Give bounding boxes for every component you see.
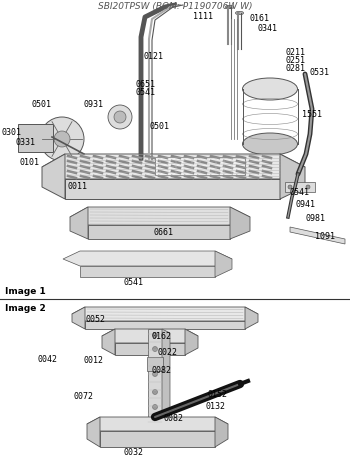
Text: 0211: 0211: [286, 48, 306, 57]
Text: 0082: 0082: [163, 413, 183, 422]
Text: 0012: 0012: [84, 355, 104, 364]
Polygon shape: [80, 266, 215, 277]
Polygon shape: [102, 329, 115, 355]
Text: 0022: 0022: [157, 347, 177, 356]
FancyBboxPatch shape: [18, 125, 53, 153]
Polygon shape: [42, 155, 65, 200]
Ellipse shape: [238, 13, 244, 15]
Text: 0981: 0981: [305, 213, 325, 223]
Circle shape: [114, 112, 126, 124]
Polygon shape: [63, 251, 232, 266]
Text: 0541: 0541: [289, 188, 309, 197]
Polygon shape: [215, 251, 232, 277]
Text: 0052: 0052: [85, 314, 105, 323]
Polygon shape: [100, 431, 215, 447]
Polygon shape: [185, 329, 198, 355]
Text: 0162: 0162: [152, 332, 172, 340]
Circle shape: [40, 118, 84, 162]
Text: 0011: 0011: [67, 181, 87, 191]
Text: 0301: 0301: [2, 128, 22, 137]
Circle shape: [306, 186, 310, 189]
Text: 1551: 1551: [302, 110, 322, 119]
Text: 0132: 0132: [205, 401, 225, 410]
FancyBboxPatch shape: [285, 182, 315, 193]
Text: 0161: 0161: [249, 14, 269, 23]
Text: 0251: 0251: [286, 56, 306, 65]
Text: 1091: 1091: [315, 232, 335, 240]
Polygon shape: [42, 155, 305, 180]
Text: SBI20TPSW (BOM: P1190706W W): SBI20TPSW (BOM: P1190706W W): [98, 2, 252, 11]
Text: 0281: 0281: [286, 64, 306, 73]
Polygon shape: [102, 329, 198, 343]
Ellipse shape: [236, 13, 240, 15]
Text: 0152: 0152: [208, 389, 228, 398]
Text: 0331: 0331: [16, 138, 36, 147]
Text: 0931: 0931: [84, 100, 104, 109]
Polygon shape: [148, 329, 162, 424]
Text: 0032: 0032: [124, 447, 144, 456]
Polygon shape: [87, 417, 100, 447]
Text: 0941: 0941: [295, 200, 315, 208]
Text: 0531: 0531: [309, 68, 329, 77]
Circle shape: [54, 131, 70, 148]
Polygon shape: [290, 227, 345, 244]
Text: 1111: 1111: [193, 12, 213, 21]
Text: 0541: 0541: [124, 277, 144, 287]
Text: 0101: 0101: [20, 158, 40, 167]
Text: 0651: 0651: [136, 80, 156, 89]
Circle shape: [153, 347, 158, 352]
Text: Image 2: Image 2: [5, 303, 46, 313]
Ellipse shape: [243, 134, 298, 156]
Polygon shape: [70, 207, 88, 239]
Polygon shape: [230, 207, 250, 239]
Polygon shape: [245, 307, 258, 329]
Circle shape: [153, 333, 158, 338]
Polygon shape: [215, 417, 228, 447]
Polygon shape: [72, 307, 85, 329]
Ellipse shape: [225, 6, 231, 9]
Text: 0042: 0042: [37, 354, 57, 363]
Text: 0341: 0341: [258, 24, 278, 33]
Text: 0501: 0501: [31, 100, 51, 109]
Circle shape: [153, 372, 158, 377]
Circle shape: [108, 106, 132, 130]
FancyBboxPatch shape: [147, 357, 163, 371]
Polygon shape: [85, 321, 245, 329]
Polygon shape: [70, 207, 250, 225]
Text: Image 1: Image 1: [5, 287, 46, 295]
Circle shape: [153, 390, 158, 394]
Polygon shape: [115, 343, 185, 355]
Text: 0541: 0541: [136, 88, 156, 97]
Circle shape: [288, 186, 292, 189]
FancyBboxPatch shape: [155, 158, 245, 175]
Circle shape: [153, 405, 158, 410]
Polygon shape: [280, 155, 305, 200]
Ellipse shape: [229, 6, 233, 9]
Polygon shape: [88, 225, 230, 239]
Text: 0121: 0121: [143, 52, 163, 61]
Text: 0661: 0661: [153, 227, 173, 237]
Polygon shape: [65, 180, 280, 200]
Text: 0082: 0082: [152, 365, 172, 374]
Text: 0072: 0072: [74, 391, 94, 400]
Polygon shape: [162, 329, 170, 428]
Polygon shape: [87, 417, 228, 431]
Ellipse shape: [243, 79, 298, 101]
Polygon shape: [72, 307, 258, 321]
Text: 0501: 0501: [149, 122, 169, 131]
